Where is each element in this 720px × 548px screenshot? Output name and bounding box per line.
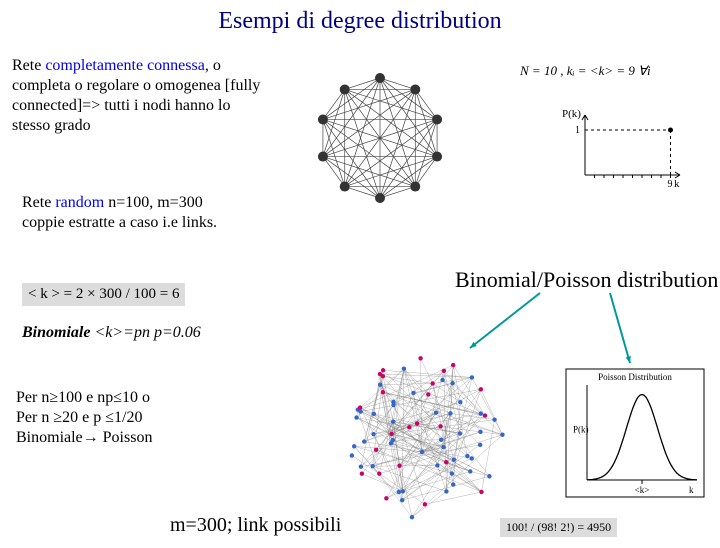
annotation-arrows <box>0 8 720 548</box>
